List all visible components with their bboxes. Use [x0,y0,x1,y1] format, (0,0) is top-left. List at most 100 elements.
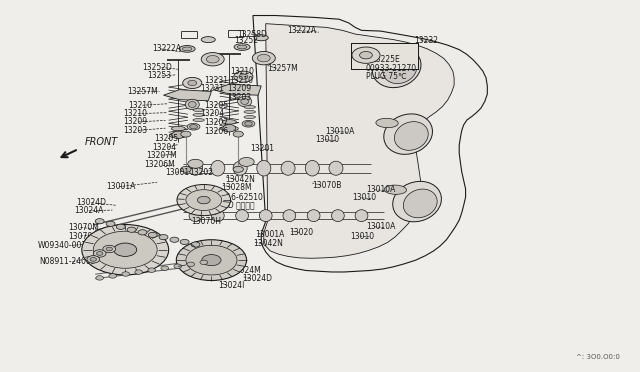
Circle shape [180,131,191,137]
Ellipse shape [307,210,320,222]
Bar [351,42,418,69]
Text: ^: 3O0.O0:0: ^: 3O0.O0:0 [576,354,620,360]
Ellipse shape [172,126,185,131]
Circle shape [138,230,147,235]
Text: 13010: 13010 [315,135,339,144]
Ellipse shape [283,210,296,222]
Ellipse shape [237,45,247,49]
Ellipse shape [376,118,398,128]
Text: 13205: 13205 [154,134,178,143]
Circle shape [191,242,200,247]
Ellipse shape [384,114,433,154]
Circle shape [252,51,275,65]
Text: STUD スタッド: STUD スタッド [212,200,254,209]
Text: 13024D: 13024D [76,198,106,207]
Text: 13203: 13203 [124,126,147,135]
Ellipse shape [211,210,224,222]
Ellipse shape [403,189,437,218]
Ellipse shape [170,133,187,138]
Ellipse shape [305,160,319,176]
Circle shape [186,190,221,211]
Circle shape [233,131,243,137]
Circle shape [197,196,210,204]
Text: 13257M: 13257M [127,87,158,96]
Ellipse shape [193,113,204,116]
Text: 13028M: 13028M [221,183,252,192]
Circle shape [106,221,115,227]
Ellipse shape [222,120,236,124]
Text: 13206M: 13206M [145,160,175,169]
Ellipse shape [211,160,225,176]
Circle shape [159,235,168,240]
Text: 00933-21270: 00933-21270 [366,64,417,73]
Text: 13010A: 13010A [366,222,396,231]
Circle shape [188,80,196,86]
Text: 08216-62510: 08216-62510 [212,193,264,202]
Circle shape [201,52,224,66]
Ellipse shape [234,44,250,50]
Text: 13203: 13203 [227,93,252,102]
Text: 13206: 13206 [204,126,228,136]
Circle shape [180,166,191,172]
Ellipse shape [242,121,255,127]
Text: 13209: 13209 [124,118,147,126]
Circle shape [170,237,179,242]
Circle shape [122,272,129,276]
Circle shape [127,227,136,232]
Circle shape [106,247,113,251]
Ellipse shape [366,50,388,59]
Circle shape [239,157,254,166]
Ellipse shape [244,110,255,113]
Ellipse shape [179,45,195,52]
Text: 13024M: 13024M [230,266,261,275]
Text: 13201: 13201 [250,144,274,153]
Ellipse shape [188,102,196,108]
Text: 13010: 13010 [351,231,375,241]
Text: 13258D: 13258D [237,29,267,39]
Text: 13210: 13210 [230,67,255,76]
Text: 13210: 13210 [229,76,253,85]
Circle shape [233,166,243,172]
Polygon shape [213,84,261,95]
Ellipse shape [254,35,268,41]
Text: 13209: 13209 [227,84,252,93]
Text: 13070D: 13070D [68,231,98,241]
Text: 13070H: 13070H [191,217,221,226]
Polygon shape [253,16,487,272]
Ellipse shape [182,47,192,51]
Polygon shape [264,24,454,258]
Text: N08911-24010: N08911-24010 [39,257,95,266]
Circle shape [180,239,189,244]
Text: 13210: 13210 [129,101,152,110]
Text: 13024I: 13024I [218,281,244,290]
Circle shape [109,274,116,278]
Text: 13207M: 13207M [147,151,177,160]
Circle shape [188,159,203,168]
Circle shape [223,125,236,132]
Circle shape [200,260,207,264]
Ellipse shape [394,122,428,150]
Text: 13253: 13253 [148,71,172,80]
Text: 13222A: 13222A [153,44,182,53]
Ellipse shape [193,119,204,122]
Ellipse shape [383,55,417,84]
Circle shape [114,243,137,256]
Text: 13024: 13024 [193,208,218,217]
Text: 13020: 13020 [289,228,314,237]
Circle shape [95,219,104,224]
Ellipse shape [384,185,406,194]
Text: 13024D: 13024D [242,274,272,283]
Ellipse shape [185,99,199,110]
Text: 13010A: 13010A [325,126,355,136]
Circle shape [187,262,195,266]
Ellipse shape [188,161,202,175]
Circle shape [257,54,270,62]
Circle shape [176,240,246,280]
Text: 13024A: 13024A [200,255,229,264]
Circle shape [96,276,104,280]
Circle shape [182,77,202,89]
Ellipse shape [281,161,295,175]
Ellipse shape [193,109,204,112]
Ellipse shape [233,161,247,175]
Ellipse shape [189,210,202,222]
